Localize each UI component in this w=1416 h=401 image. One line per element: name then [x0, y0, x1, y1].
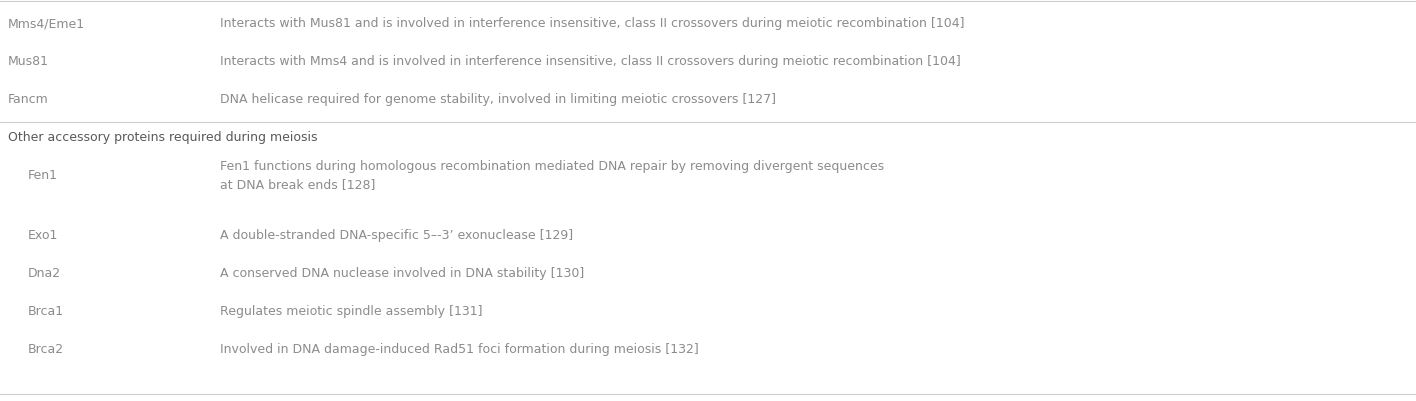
Text: Fen1: Fen1 [28, 169, 58, 182]
Text: Mms4/Eme1: Mms4/Eme1 [8, 18, 85, 30]
Text: Fen1 functions during homologous recombination mediated DNA repair by removing d: Fen1 functions during homologous recombi… [219, 160, 884, 191]
Text: Brca2: Brca2 [28, 344, 64, 356]
Text: Involved in DNA damage-induced Rad51 foci formation during meiosis [132]: Involved in DNA damage-induced Rad51 foc… [219, 344, 698, 356]
Text: Interacts with Mus81 and is involved in interference insensitive, class II cross: Interacts with Mus81 and is involved in … [219, 18, 964, 30]
Text: Brca1: Brca1 [28, 306, 64, 318]
Text: A double-stranded DNA-specific 5–-3’ exonuclease [129]: A double-stranded DNA-specific 5–-3’ exo… [219, 229, 573, 243]
Text: DNA helicase required for genome stability, involved in limiting meiotic crossov: DNA helicase required for genome stabili… [219, 93, 776, 106]
Text: A conserved DNA nuclease involved in DNA stability [130]: A conserved DNA nuclease involved in DNA… [219, 267, 585, 280]
Text: Exo1: Exo1 [28, 229, 58, 243]
Text: Fancm: Fancm [8, 93, 48, 106]
Text: Interacts with Mms4 and is involved in interference insensitive, class II crosso: Interacts with Mms4 and is involved in i… [219, 55, 960, 69]
Text: Dna2: Dna2 [28, 267, 61, 280]
Text: Other accessory proteins required during meiosis: Other accessory proteins required during… [8, 131, 317, 144]
Text: Regulates meiotic spindle assembly [131]: Regulates meiotic spindle assembly [131] [219, 306, 483, 318]
Text: Mus81: Mus81 [8, 55, 50, 69]
